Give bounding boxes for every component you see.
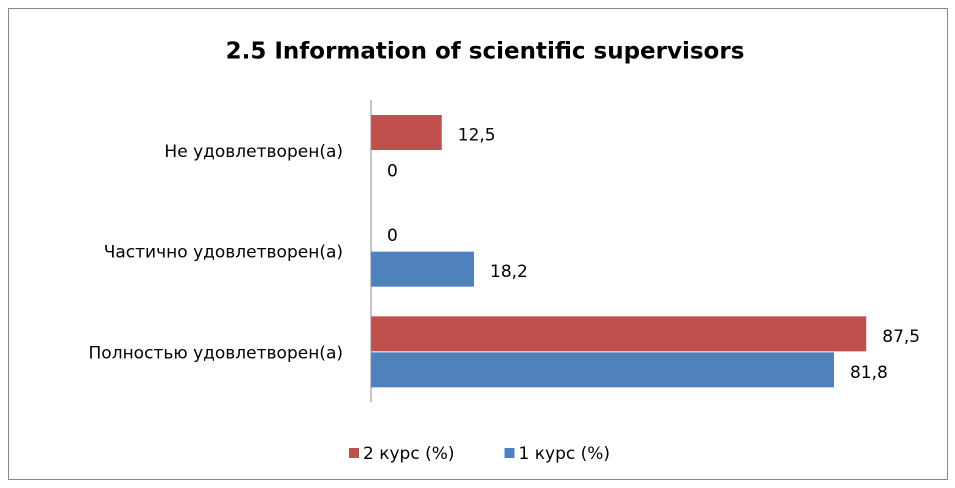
legend-swatch <box>504 448 515 458</box>
y-tick-label: Частично удовлетворен(а) <box>104 243 343 263</box>
y-tick-label: Не удовлетворен(а) <box>164 142 343 162</box>
chart-title: 2.5 Information of scientific supervisor… <box>226 39 745 65</box>
bar <box>371 115 442 150</box>
legend-label: 2 курс (%) <box>363 444 455 464</box>
legend-swatch <box>349 448 359 458</box>
chart-frame <box>8 8 948 480</box>
bar <box>371 316 867 352</box>
data-label: 18,2 <box>490 262 528 282</box>
data-label: 81,8 <box>850 363 888 383</box>
bar <box>371 251 475 287</box>
bar <box>371 352 834 388</box>
data-label: 12,5 <box>458 126 496 146</box>
legend-label: 1 курс (%) <box>519 444 611 464</box>
y-tick-label: Полностью удовлетворен(а) <box>89 343 343 363</box>
data-label: 87,5 <box>882 327 920 347</box>
data-label: 0 <box>387 226 398 246</box>
data-label: 0 <box>387 162 398 182</box>
